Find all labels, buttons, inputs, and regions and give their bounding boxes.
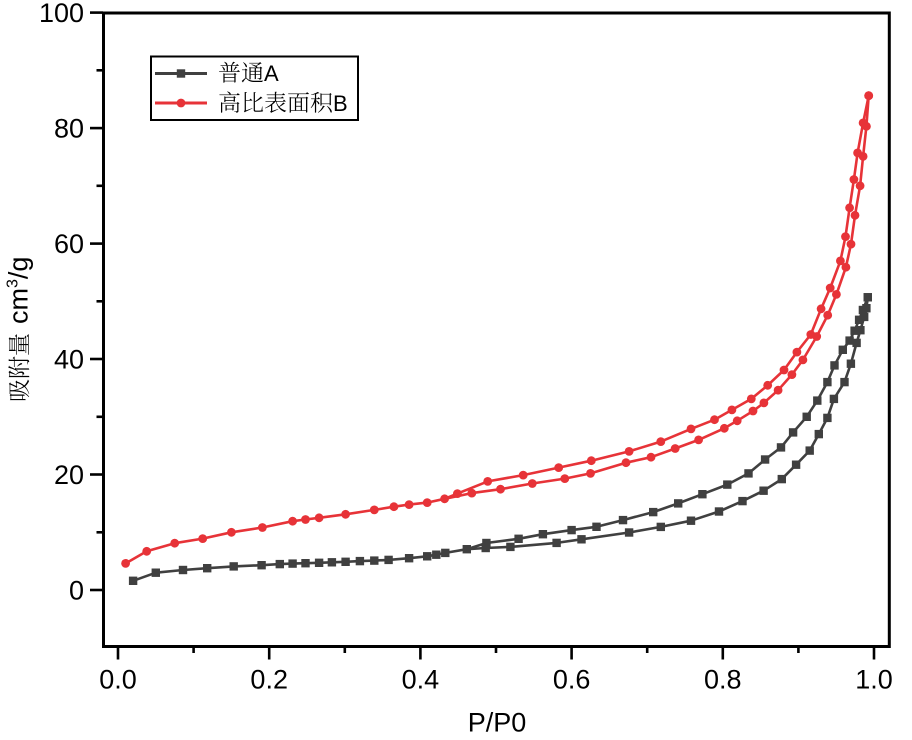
svg-text:0.6: 0.6 [553, 665, 591, 695]
svg-text:B: B [333, 91, 348, 116]
svg-text:1.0: 1.0 [855, 665, 893, 695]
svg-text:0: 0 [69, 575, 84, 605]
svg-text:0.0: 0.0 [99, 665, 137, 695]
svg-text:80: 80 [54, 113, 84, 143]
svg-text:cm3/g: cm3/g [4, 257, 34, 324]
svg-text:0.2: 0.2 [250, 665, 288, 695]
svg-text:P/P0: P/P0 [468, 708, 527, 738]
svg-text:60: 60 [54, 229, 84, 259]
svg-text:0.4: 0.4 [402, 665, 440, 695]
svg-text:A: A [264, 61, 279, 86]
svg-text:0.8: 0.8 [704, 665, 742, 695]
svg-text:100: 100 [39, 0, 84, 28]
svg-text:20: 20 [54, 460, 84, 490]
svg-text:40: 40 [54, 344, 84, 374]
